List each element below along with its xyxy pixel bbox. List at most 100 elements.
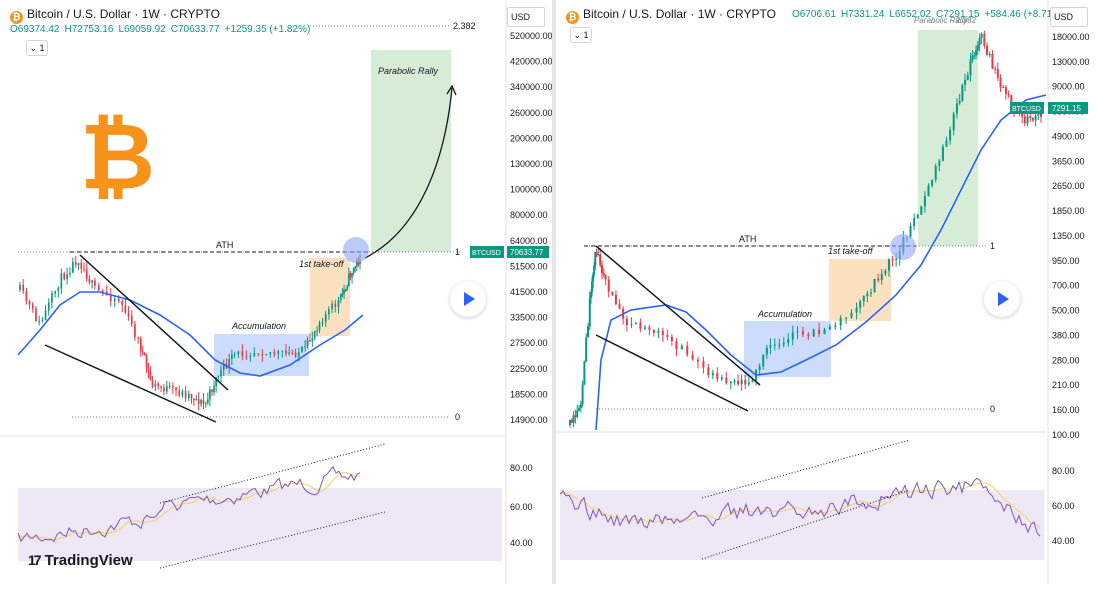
right-candle [1002, 86, 1005, 88]
right-candle [744, 379, 747, 385]
right-candle [576, 410, 579, 417]
right-candle [602, 273, 605, 276]
right-open: O6706.61 [792, 9, 836, 20]
right-rsi-line [559, 477, 1041, 537]
right-candle [955, 103, 958, 114]
left-interval-badge[interactable]: ⌄ 1 [26, 40, 48, 56]
right-symbol-title[interactable]: ₿ Bitcoin / U.S. Dollar · 1W · CRYPTO [566, 7, 776, 24]
right-candle [614, 294, 617, 305]
left-candle [253, 353, 256, 356]
left-candle [265, 354, 268, 356]
left-rally-label: Parabolic Rally [378, 66, 439, 76]
right-wedge-lower-line [595, 334, 749, 412]
right-candle [976, 45, 979, 51]
right-candle [568, 420, 572, 425]
left-candle [197, 399, 200, 405]
left-candle [38, 320, 41, 322]
left-candle [324, 314, 327, 323]
right-candle [975, 50, 978, 56]
right-candle [652, 329, 655, 333]
left-candle [190, 393, 193, 399]
left-ytick-label: 33500.00 [510, 313, 548, 323]
left-candle [60, 273, 63, 289]
right-candle [920, 206, 923, 215]
right-candle [686, 345, 689, 355]
right-candle [973, 55, 976, 57]
left-fib-top-label: 2.382 [453, 21, 476, 31]
right-candle [923, 196, 926, 207]
right-candle [971, 55, 974, 60]
right-ath-label: ATH [739, 234, 756, 244]
left-candle [228, 358, 230, 369]
left-candle [88, 278, 91, 283]
left-candle [69, 272, 71, 275]
right-candle [869, 292, 872, 294]
left-candle [200, 399, 202, 405]
right-candle [884, 270, 887, 274]
right-ytick-label: 280.00 [1052, 355, 1080, 365]
right-candle [1031, 118, 1034, 121]
right-candle [589, 292, 592, 299]
left-candle [269, 352, 272, 355]
right-candle [807, 334, 810, 337]
left-candle [297, 352, 300, 357]
right-candle [880, 273, 883, 281]
right-candle [588, 298, 591, 327]
right-candle [711, 372, 714, 376]
right-ytick-label: 700.00 [1052, 281, 1080, 291]
right-candle [949, 130, 952, 141]
right-candle [941, 146, 944, 161]
right-candle [604, 275, 607, 280]
left-candle [351, 273, 353, 278]
left-play-icon[interactable] [450, 281, 486, 317]
right-candle [1007, 93, 1010, 96]
right-ohlc-readout: O6706.61 H7331.24 L6652.02 C7291.15 +584.46 … [792, 9, 1069, 20]
left-close: C70633.77 [170, 24, 220, 35]
right-candle [873, 278, 876, 293]
left-currency-button[interactable]: USD [507, 7, 545, 27]
right-candle [666, 335, 669, 337]
left-price-tag [507, 246, 549, 258]
left-candle [352, 267, 355, 274]
right-candle [591, 281, 594, 293]
right-candle [661, 330, 664, 336]
right-candle [845, 317, 848, 319]
right-play-icon[interactable] [984, 281, 1020, 317]
left-candle [204, 402, 207, 404]
right-candle [773, 344, 776, 346]
left-candle [97, 285, 100, 291]
right-candle [769, 345, 772, 348]
left-symbol-tag-text: BTCUSD [472, 250, 501, 257]
left-candle [193, 398, 195, 401]
left-candle [211, 389, 213, 393]
right-candle [991, 54, 994, 69]
right-candle [986, 45, 989, 56]
right-currency-button[interactable]: USD [1050, 7, 1088, 27]
right-candle [945, 140, 948, 147]
right-candle [585, 337, 588, 362]
left-candle [309, 340, 311, 342]
right-interval-badge[interactable]: ⌄ 1 [570, 27, 592, 43]
right-chart-panel: 1 0 ATH Parabolic Rally 2.382 1st take-off Acc… [556, 0, 1097, 584]
right-ytick-label: 4900.00 [1052, 131, 1085, 141]
left-ytick-label: 14900.00 [510, 415, 548, 425]
right-candle [996, 69, 999, 78]
left-candle [281, 350, 284, 352]
right-candle [934, 165, 937, 180]
right-candle [747, 382, 750, 385]
right-candle [782, 342, 785, 345]
left-candle [127, 312, 130, 316]
right-ytick-label: 9000.00 [1052, 82, 1085, 92]
right-ytick-label: 13000.00 [1052, 57, 1090, 67]
right-change: +584.46 (+8.71%) [984, 9, 1065, 20]
right-candle [639, 322, 642, 329]
left-fib-zero-label: 0 [455, 412, 460, 422]
left-ytick-label: 130000.00 [510, 159, 552, 169]
left-chart-canvas[interactable]: 2.382 1 0 ATH Parabolic Rally 1st take-off Acc… [0, 0, 553, 584]
right-accumulation-zone [744, 321, 831, 377]
left-candle [184, 390, 187, 399]
left-candle [31, 304, 34, 309]
left-symbol-title[interactable]: ₿ Bitcoin / U.S. Dollar · 1W · CRYPTO [10, 7, 220, 24]
right-takeoff-label: 1st take-off [828, 246, 874, 256]
